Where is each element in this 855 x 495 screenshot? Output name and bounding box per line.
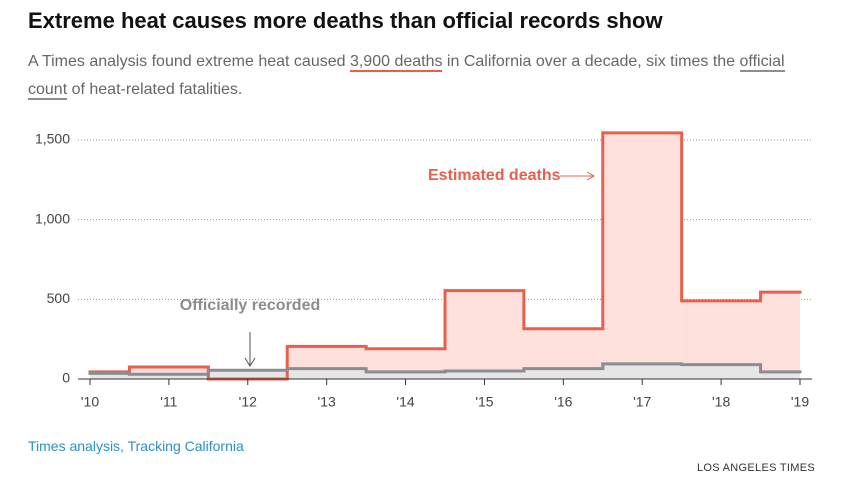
area-fill: [760, 371, 800, 379]
x-tick-label: '14: [396, 394, 414, 410]
area-fill: [523, 368, 603, 379]
chart-title: Extreme heat causes more deaths than off…: [28, 8, 663, 33]
y-tick-label: 1,500: [35, 131, 70, 147]
area-fill: [760, 292, 800, 379]
y-tick-label: 0: [62, 370, 70, 386]
x-tick-label: '13: [318, 394, 336, 410]
subtitle-highlight: 3,900 deaths: [349, 53, 443, 72]
chart-subtitle: A Times analysis found extreme heat caus…: [28, 48, 828, 104]
y-tick-label: 500: [47, 290, 71, 306]
area-fill: [366, 371, 445, 379]
x-tick-label: '10: [81, 394, 99, 410]
x-tick-label: '17: [633, 394, 651, 410]
y-tick-label: 1,000: [35, 210, 70, 226]
subtitle-highlight: official count: [28, 53, 785, 100]
legend-label: Officially recorded: [180, 297, 321, 314]
arrow-head: [244, 357, 256, 367]
legend-label: Estimated deaths: [428, 167, 561, 184]
arrow-head: [586, 171, 596, 181]
area-fill: [445, 290, 524, 379]
area-fill: [681, 364, 761, 379]
x-tick-label: '12: [239, 394, 257, 410]
x-tick-label: '15: [475, 394, 493, 410]
area-fill: [129, 374, 209, 379]
x-tick-label: '18: [712, 394, 730, 410]
subtitle-text: in California over a decade, six times t…: [442, 53, 740, 70]
area-fill: [602, 363, 682, 379]
x-tick-label: '11: [160, 394, 177, 410]
area-fill: [445, 371, 524, 379]
area-fill: [208, 370, 288, 379]
subtitle-text: of heat-related fatalities.: [67, 81, 243, 98]
area-fill: [90, 373, 130, 379]
subtitle-text: A Times analysis found extreme heat caus…: [28, 53, 350, 70]
x-tick-label: '19: [791, 394, 809, 410]
x-tick-label: '16: [554, 394, 572, 410]
area-fill: [287, 368, 367, 379]
area-fill: [602, 132, 682, 379]
credit: LOS ANGELES TIMES: [697, 462, 815, 474]
source: Times analysis, Tracking California: [28, 438, 244, 454]
